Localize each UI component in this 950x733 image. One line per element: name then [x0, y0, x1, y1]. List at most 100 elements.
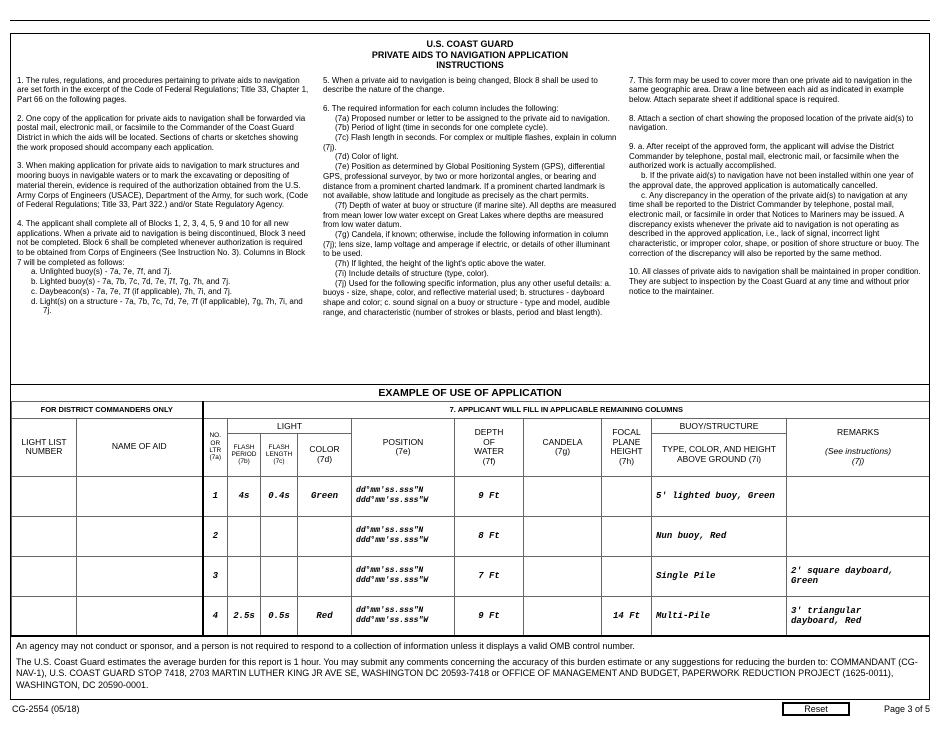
table-header-row: LIGHT LIST NUMBER NAME OF AID NO. OR LTR…	[11, 417, 929, 477]
cell-structure: Nun buoy, Red	[651, 515, 788, 557]
col-header-remarks: REMARKS (See instructions) (7j)	[786, 417, 929, 477]
cell-position: dd°mm'ss.sss"N ddd°mm'ss.sss"W	[351, 595, 456, 637]
cell-flash-length	[260, 515, 299, 557]
cell-remarks: 3' triangular dayboard, Red	[786, 595, 929, 637]
instructions-section: 1. The rules, regulations, and procedure…	[11, 71, 929, 384]
col-header-candela: CANDELA (7g)	[523, 417, 603, 477]
example-section-title: EXAMPLE OF USE OF APPLICATION	[11, 383, 929, 401]
cell-name-of-aid	[75, 555, 204, 597]
instruction-paragraph: 9. a. After receipt of the approved form…	[629, 142, 899, 171]
reset-button[interactable]: Reset	[782, 702, 850, 716]
form-title: U.S. COAST GUARD PRIVATE AIDS TO NAVIGAT…	[11, 34, 929, 71]
table-row: 1 4s 0.4s Green dd°mm'ss.sss"N ddd°mm'ss…	[11, 475, 929, 517]
instruction-paragraph: 1. The rules, regulations, and procedure…	[17, 75, 309, 104]
cell-flash-period	[227, 555, 262, 597]
cell-structure: Multi-Pile	[651, 595, 788, 637]
cell-position: dd°mm'ss.sss"N ddd°mm'ss.sss"W	[351, 555, 456, 597]
instructions-column-2: 5. When a private aid to navigation is b…	[323, 76, 617, 384]
instruction-subparagraph: (7j) Used for the following specific inf…	[323, 278, 612, 317]
instruction-subparagraph: (7g) Candela, if known; otherwise, inclu…	[323, 230, 610, 259]
instruction-list-item: d. Light(s) on a structure - 7a, 7b, 7c,…	[31, 296, 303, 316]
cell-depth: 9 Ft	[454, 595, 525, 637]
instruction-paragraph: 5. When a private aid to navigation is b…	[323, 75, 598, 95]
col-header-type-color-height: TYPE, COLOR, AND HEIGHT ABOVE GROUND (7i…	[651, 432, 788, 477]
remarks-title: REMARKS	[837, 427, 880, 437]
col-header-depth-of-water: DEPTH OF WATER (7f)	[454, 417, 525, 477]
cell-color	[297, 515, 353, 557]
cell-depth: 7 Ft	[454, 555, 525, 597]
cell-focal: 14 Ft	[601, 595, 653, 637]
instruction-subparagraph: (7e) Position as determined by Global Po…	[323, 162, 605, 201]
instruction-paragraph: 3. When making application for private a…	[17, 161, 309, 210]
cell-no-or-ltr: 1	[202, 475, 229, 517]
cell-candela	[523, 595, 603, 637]
col-header-light-list-number: LIGHT LIST NUMBER	[11, 417, 77, 477]
table-row: 3 dd°mm'ss.sss"N ddd°mm'ss.sss"W 7 Ft Si…	[11, 555, 929, 597]
cell-color	[297, 555, 353, 597]
cell-no-or-ltr: 3	[202, 555, 229, 597]
cell-depth: 8 Ft	[454, 515, 525, 557]
cell-flash-period: 4s	[227, 475, 262, 517]
instruction-paragraph: 6. The required information for each col…	[323, 103, 559, 113]
instruction-paragraph: 2. One copy of the application for priva…	[17, 113, 306, 152]
cell-candela	[523, 475, 603, 517]
cell-focal	[601, 515, 653, 557]
col-header-position: POSITION (7e)	[351, 417, 456, 477]
cell-remarks	[786, 515, 929, 557]
form-number: CG-2554 (05/18)	[12, 704, 80, 714]
paperwork-notice: An agency may not conduct or sponsor, an…	[11, 641, 929, 691]
cell-no-or-ltr: 4	[202, 595, 229, 637]
cell-light-list-number	[11, 475, 77, 517]
instruction-subparagraph: (7h) If lighted, the height of the light…	[335, 259, 546, 269]
cell-remarks: 2' square dayboard, Green	[786, 555, 929, 597]
instructions-column-1: 1. The rules, regulations, and procedure…	[17, 76, 311, 384]
table-row-bands: FOR DISTRICT COMMANDERS ONLY 7. APPLICAN…	[11, 400, 929, 419]
col-header-no-or-ltr: NO. OR LTR (7a)	[202, 417, 229, 477]
cell-name-of-aid	[75, 515, 204, 557]
cell-flash-length: 0.4s	[260, 475, 299, 517]
cell-focal	[601, 555, 653, 597]
cell-flash-period: 2.5s	[227, 595, 262, 637]
instruction-subparagraph: b. If the private aid(s) to navigation h…	[629, 171, 914, 190]
form-title-agency: U.S. COAST GUARD	[426, 39, 514, 49]
instruction-subparagraph: (7i) Include details of structure (type,…	[335, 268, 489, 278]
cell-flash-period	[227, 515, 262, 557]
district-commanders-header: FOR DISTRICT COMMANDERS ONLY	[11, 400, 204, 419]
form-title-name: PRIVATE AIDS TO NAVIGATION APPLICATION	[371, 49, 569, 60]
cell-name-of-aid	[75, 475, 204, 517]
cell-no-or-ltr: 2	[202, 515, 229, 557]
applicant-columns-header: 7. APPLICANT WILL FILL IN APPLICABLE REM…	[202, 400, 929, 419]
cell-position: dd°mm'ss.sss"N ddd°mm'ss.sss"W	[351, 475, 456, 517]
cell-light-list-number	[11, 595, 77, 637]
cell-color: Red	[297, 595, 353, 637]
instruction-subparagraph: (7d) Color of light.	[335, 152, 399, 162]
remarks-subtitle: (See instructions) (7j)	[824, 446, 892, 466]
table-row: 4 2.5s 0.5s Red dd°mm'ss.sss"N ddd°mm'ss…	[11, 595, 929, 637]
col-header-name-of-aid: NAME OF AID	[75, 417, 204, 477]
instruction-list-item: b. Lighted buoy(s) - 7a, 7b, 7c, 7d, 7e,…	[31, 277, 231, 287]
cell-color: Green	[297, 475, 353, 517]
form-title-type: INSTRUCTIONS	[436, 60, 504, 70]
instruction-subparagraph: c. Any discrepancy in the operation of t…	[629, 190, 920, 258]
burden-statement: The U.S. Coast Guard estimates the avera…	[16, 656, 918, 690]
cell-candela	[523, 555, 603, 597]
top-divider	[10, 20, 930, 21]
cell-depth: 9 Ft	[454, 475, 525, 517]
col-group-buoy-structure: BUOY/STRUCTURE	[651, 417, 788, 434]
cell-flash-length: 0.5s	[260, 595, 299, 637]
cell-light-list-number	[11, 555, 77, 597]
col-header-focal-plane-height: FOCAL PLANE HEIGHT (7h)	[601, 417, 653, 477]
instructions-column-3: 7. This form may be used to cover more t…	[629, 76, 923, 384]
cell-focal	[601, 475, 653, 517]
instruction-subparagraph: (7c) Flash length in seconds. For comple…	[323, 133, 617, 152]
omb-statement: An agency may not conduct or sponsor, an…	[16, 641, 635, 651]
instruction-list-item: a. Unlighted buoy(s) - 7a, 7e, 7f, and 7…	[31, 267, 172, 277]
table-row: 2 dd°mm'ss.sss"N ddd°mm'ss.sss"W 8 Ft Nu…	[11, 515, 929, 557]
col-header-color: COLOR (7d)	[297, 432, 353, 477]
col-group-light: LIGHT	[227, 417, 353, 434]
cell-structure: 5' lighted buoy, Green	[651, 475, 788, 517]
instruction-subparagraph: (7f) Depth of water at buoy or structure…	[323, 200, 617, 230]
table-subheader-row: FLASH PERIOD (7b) FLASH LENGTH (7c) COLO…	[12, 432, 930, 477]
instruction-paragraph: 4. The applicant shall complete all of B…	[17, 218, 306, 267]
